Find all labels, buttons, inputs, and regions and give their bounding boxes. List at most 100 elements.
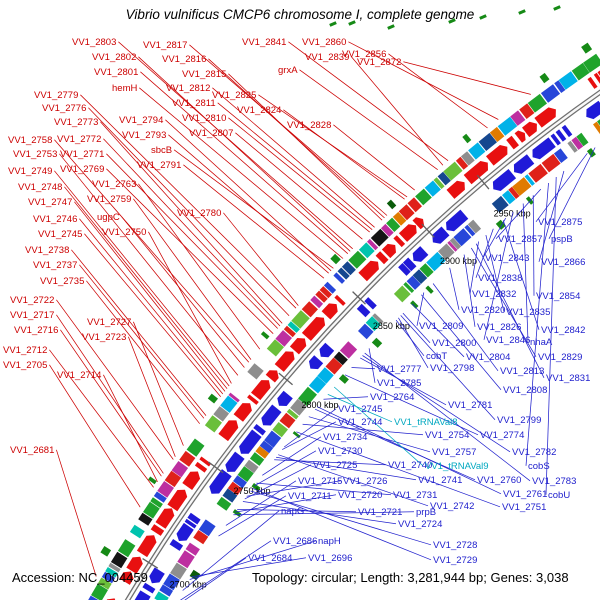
gene-block <box>449 237 462 250</box>
gene-label-forward: VV1_2872 <box>357 57 401 68</box>
gene-block <box>554 80 566 93</box>
gene-block <box>463 161 488 185</box>
leader-line <box>475 228 494 278</box>
gene-block <box>433 177 445 189</box>
gene-label-reverse: cobT <box>426 351 447 362</box>
gene-block <box>339 341 358 359</box>
leader-line <box>228 117 370 233</box>
leader-line <box>283 109 405 200</box>
gene-label-reverse: VV1_2804 <box>466 352 510 363</box>
leader-line <box>256 482 392 496</box>
gene-block <box>522 121 537 138</box>
gene-block <box>462 133 472 144</box>
leader-line <box>327 394 393 423</box>
gene-label-reverse: VV1_2781 <box>448 400 492 411</box>
leader-line <box>252 488 432 561</box>
gene-label-reverse: cobU <box>548 490 570 501</box>
gene-block <box>425 285 434 294</box>
gene-label-reverse: VV1_2686 <box>273 536 317 547</box>
gene-label-reverse: napH <box>318 536 341 547</box>
leader-line <box>225 480 297 526</box>
gene-label-forward: VV1_2801 <box>94 67 138 78</box>
leader-line <box>400 315 496 421</box>
gene-label-forward: VV1_2803 <box>72 37 116 48</box>
gene-block <box>220 395 238 413</box>
gene-label-forward: VV1_2779 <box>34 90 78 101</box>
leader-line <box>242 501 397 525</box>
gene-label-forward: VV1_2712 <box>3 345 47 356</box>
gene-block <box>455 156 469 170</box>
gene-block <box>309 355 324 370</box>
leader-line <box>278 454 429 507</box>
gene-block <box>154 591 169 600</box>
gene-label-forward: VV1_2714 <box>57 370 101 381</box>
gene-label-reverse: VV1_2800 <box>432 338 476 349</box>
gene-block <box>334 294 346 306</box>
leader-line <box>308 416 431 453</box>
gene-label-reverse: VV1_2832 <box>472 289 516 300</box>
gene-label-reverse: VV1_2744 <box>338 417 382 428</box>
gene-label-forward: VV1_2793 <box>122 130 166 141</box>
gene-block <box>464 224 476 237</box>
leader-line <box>299 69 438 171</box>
scale-tick-label: 2950 kbp <box>494 209 531 219</box>
scale-tick-label: 2800 kbp <box>301 400 338 410</box>
leader-line <box>470 247 537 357</box>
gene-block <box>468 142 486 160</box>
gene-block <box>371 337 383 348</box>
gene-block <box>101 571 116 584</box>
page-title: Vibrio vulnificus CMCP6 chromosome I, co… <box>126 7 475 22</box>
gene-block <box>126 556 143 574</box>
gene-block <box>289 338 307 355</box>
gene-block <box>583 53 600 73</box>
gene-block <box>486 145 508 166</box>
gene-label-forward: VV1_2825 <box>212 90 256 101</box>
gene-block <box>381 243 396 259</box>
gene-block <box>310 295 324 309</box>
gene-block <box>251 483 261 492</box>
gene-label-forward: VV1_2856 <box>342 49 386 60</box>
gene-label-forward: VV1_2815 <box>182 69 226 80</box>
gene-block <box>576 132 589 147</box>
leader-line <box>56 449 97 577</box>
gene-label-forward: VV1_2746 <box>33 214 77 225</box>
leader-line <box>228 73 383 221</box>
gene-block <box>510 110 526 126</box>
leader-line <box>133 198 252 360</box>
gene-block <box>319 286 332 299</box>
gene-label-reverse: VV1_2726 <box>343 476 387 487</box>
gene-block <box>179 450 196 467</box>
leader-line <box>100 121 283 324</box>
leader-line <box>244 464 312 500</box>
gene-label-reverse: VV1_2783 <box>532 476 576 487</box>
leader-line <box>532 195 535 296</box>
gene-block <box>513 154 535 174</box>
gene-label-forward: ugpC <box>97 212 120 223</box>
gene-block <box>237 466 254 482</box>
gene-block <box>398 204 415 221</box>
gene-block <box>571 62 590 81</box>
leader-line <box>59 153 239 376</box>
scattered-feature <box>387 24 395 30</box>
gene-label-reverse: VV1_2777 <box>377 364 421 375</box>
gene-label-forward: VV1_2738 <box>25 245 69 256</box>
leader-line <box>64 186 228 389</box>
leader-line <box>60 329 162 477</box>
gene-block <box>419 263 434 278</box>
gene-label-reverse: VV1_2725 <box>313 460 357 471</box>
leader-line <box>237 509 357 513</box>
gene-label-forward: VV1_2749 <box>8 166 52 177</box>
gene-label-reverse: pspB <box>551 234 573 245</box>
gene-label-reverse: VV1_2866 <box>541 257 585 268</box>
gene-block <box>597 119 600 126</box>
gene-label-reverse: VV1_2760 <box>477 475 521 486</box>
gene-block <box>491 195 509 213</box>
gene-label-reverse: VV1_2764 <box>370 392 414 403</box>
gene-block <box>443 161 463 181</box>
gene-block <box>358 260 379 282</box>
gene-label-forward: VV1_2747 <box>28 197 72 208</box>
gene-block <box>341 261 356 276</box>
leader-line <box>351 367 376 370</box>
leader-line <box>168 134 329 274</box>
